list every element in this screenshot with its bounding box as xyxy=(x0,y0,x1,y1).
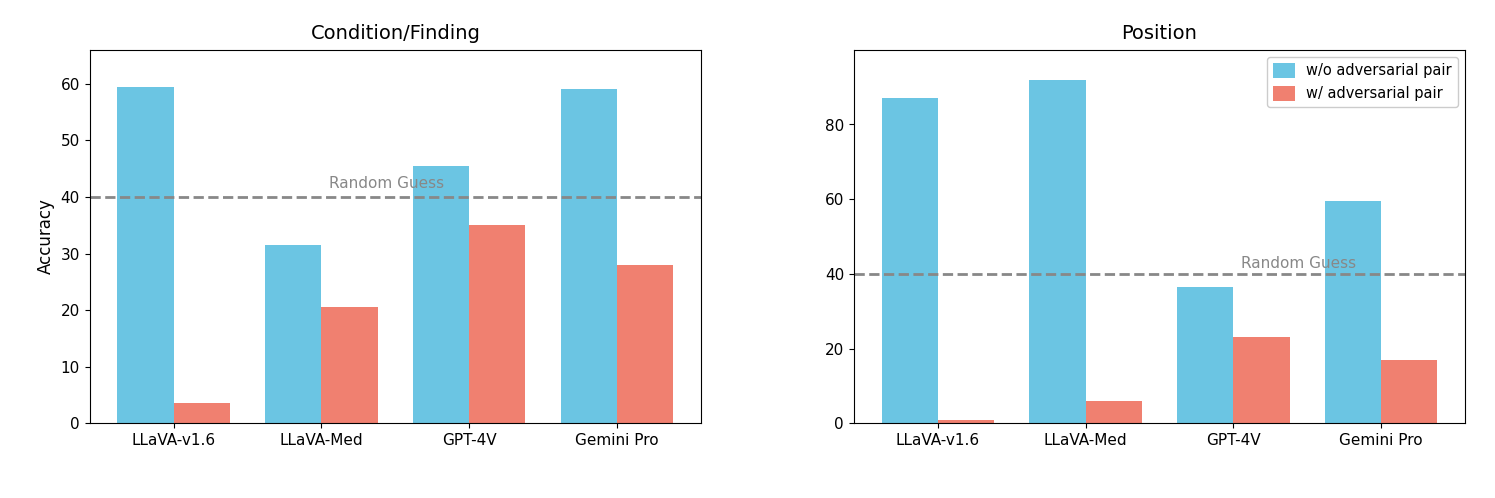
Bar xyxy=(1030,80,1085,423)
Bar xyxy=(1177,287,1233,423)
Bar xyxy=(561,90,617,423)
Bar xyxy=(1085,401,1142,423)
Bar xyxy=(321,307,378,423)
Title: Condition/Finding: Condition/Finding xyxy=(311,24,480,43)
Bar xyxy=(1233,338,1290,423)
Bar xyxy=(1381,360,1437,423)
Bar xyxy=(173,403,230,423)
Bar xyxy=(469,225,525,423)
Text: Random Guess: Random Guess xyxy=(1241,256,1356,271)
Y-axis label: Accuracy: Accuracy xyxy=(37,199,55,274)
Bar xyxy=(617,265,673,423)
Bar xyxy=(1325,201,1381,423)
Bar xyxy=(413,166,469,423)
Bar xyxy=(882,99,937,423)
Title: Position: Position xyxy=(1121,24,1197,43)
Bar xyxy=(265,245,321,423)
Text: Random Guess: Random Guess xyxy=(329,176,444,191)
Bar xyxy=(937,419,994,423)
Bar xyxy=(118,87,173,423)
Legend: w/o adversarial pair, w/ adversarial pair: w/o adversarial pair, w/ adversarial pai… xyxy=(1266,57,1458,107)
